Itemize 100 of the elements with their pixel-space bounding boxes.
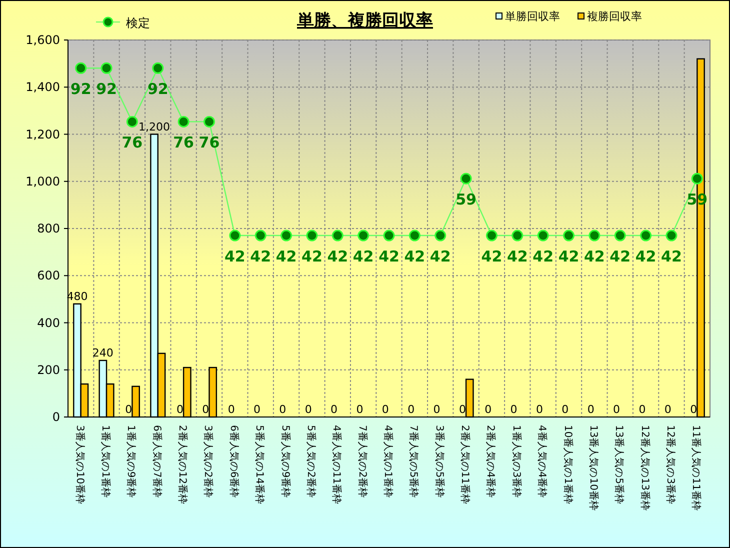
x-tick-label: 4番人気の4番枠 [536, 425, 548, 498]
chart-title: 単勝、複勝回収率 [296, 11, 433, 31]
data-label: 0 [484, 403, 492, 416]
data-label: 0 [433, 403, 440, 416]
point [332, 230, 344, 242]
legend-label: 複勝回収率 [587, 10, 642, 23]
data-label: 0 [176, 403, 184, 416]
data-label: 42 [302, 248, 322, 266]
point [640, 230, 652, 242]
data-label: 42 [584, 248, 605, 266]
y-tick-label: 600 [37, 268, 60, 283]
data-label: 0 [125, 403, 132, 416]
data-label: 59 [456, 190, 476, 209]
point [152, 62, 164, 74]
x-tick-label: 2番人気の11番枠 [459, 425, 472, 504]
point [203, 116, 215, 128]
data-label: 0 [587, 403, 594, 416]
point [614, 230, 626, 242]
data-label: 42 [481, 248, 502, 266]
data-label: 0 [664, 403, 672, 416]
data-label: 42 [224, 248, 246, 266]
y-tick-label: 1,400 [26, 80, 60, 94]
y-tick-label: 800 [37, 222, 60, 236]
data-label: 0 [279, 403, 286, 416]
x-tick-label: 4番人気の11番枠 [330, 425, 343, 504]
data-label: 92 [70, 80, 92, 98]
data-label: 42 [352, 248, 374, 266]
data-label: 0 [562, 403, 569, 416]
data-label: 92 [147, 80, 168, 98]
data-label: 0 [202, 403, 210, 416]
point [512, 230, 524, 242]
point [229, 230, 241, 242]
legend-label: 検定 [126, 16, 150, 30]
data-label: 1,200 [138, 120, 170, 134]
x-tick-label: 6番人気の7番枠 [150, 425, 163, 498]
data-label: 76 [122, 134, 143, 152]
data-label: 0 [510, 403, 518, 416]
x-tick-label: 7番人気の5番枠 [408, 425, 420, 498]
x-tick-label: 10番人気の1番枠 [562, 425, 574, 504]
data-label: 42 [250, 248, 272, 266]
x-tick-label: 3番人気の2番枠 [202, 425, 214, 498]
point [408, 230, 420, 242]
data-label: 42 [558, 248, 580, 266]
point [383, 230, 395, 242]
data-label: 0 [356, 403, 364, 416]
data-label: 42 [532, 248, 554, 266]
data-label: 42 [404, 248, 426, 266]
data-label: 42 [430, 248, 451, 266]
data-label: 0 [382, 403, 389, 416]
y-tick-label: 200 [37, 362, 60, 377]
point [254, 230, 266, 242]
y-tick-label: 1,000 [26, 174, 60, 188]
x-tick-label: 5番人気の14番枠 [254, 425, 266, 504]
x-tick-label: 12番人気の13番枠 [638, 425, 651, 510]
point [666, 230, 678, 242]
data-label: 42 [327, 248, 348, 266]
data-label: 0 [690, 403, 698, 416]
x-tick-label: 3番人気の5番枠 [433, 425, 446, 498]
x-tick-label: 11番人気の11番枠 [690, 425, 702, 510]
x-tick-label: 6番人気の6番枠 [228, 425, 240, 498]
data-label: 0 [304, 403, 312, 416]
data-label: 0 [458, 403, 466, 416]
data-label: 0 [408, 403, 415, 416]
data-label: 42 [378, 248, 400, 266]
x-tick-label: 1番人気の3番枠 [510, 425, 522, 498]
x-tick-label: 5番人気の9番枠 [279, 425, 292, 498]
y-tick-label: 400 [37, 316, 60, 330]
data-label: 42 [276, 248, 297, 266]
x-tick-label: 7番人気の2番枠 [356, 425, 368, 498]
data-label: 0 [536, 403, 543, 416]
data-label: 0 [330, 403, 338, 416]
data-label: 42 [661, 248, 682, 266]
x-tick-label: 13番人気の10番枠 [587, 425, 600, 510]
point [100, 62, 112, 74]
data-label: 0 [254, 403, 261, 416]
x-tick-label: 1番人気の1番枠 [100, 425, 112, 498]
point [563, 230, 575, 242]
data-label: 76 [173, 134, 194, 152]
data-label: 42 [506, 248, 528, 266]
data-label: 0 [638, 403, 646, 416]
point [460, 172, 472, 184]
y-tick-label: 1,200 [26, 127, 60, 142]
x-tick-label: 2番人気の12番枠 [176, 425, 189, 504]
point [280, 230, 292, 242]
point [178, 116, 190, 128]
data-label: 92 [96, 80, 117, 98]
data-label: 76 [198, 134, 220, 152]
point [486, 230, 498, 242]
data-label: 0 [613, 403, 620, 416]
point [588, 230, 600, 242]
data-label: 0 [228, 403, 235, 416]
data-label: 240 [92, 346, 114, 360]
data-label: 42 [610, 248, 631, 266]
point [434, 230, 446, 242]
point [358, 230, 370, 242]
y-tick-label: 1,600 [26, 33, 60, 47]
x-tick-label: 5番人気の2番枠 [304, 425, 317, 498]
x-tick-label: 13番人気の5番枠 [613, 425, 626, 504]
legend-label: 単勝回収率 [505, 10, 560, 23]
point [691, 172, 703, 184]
